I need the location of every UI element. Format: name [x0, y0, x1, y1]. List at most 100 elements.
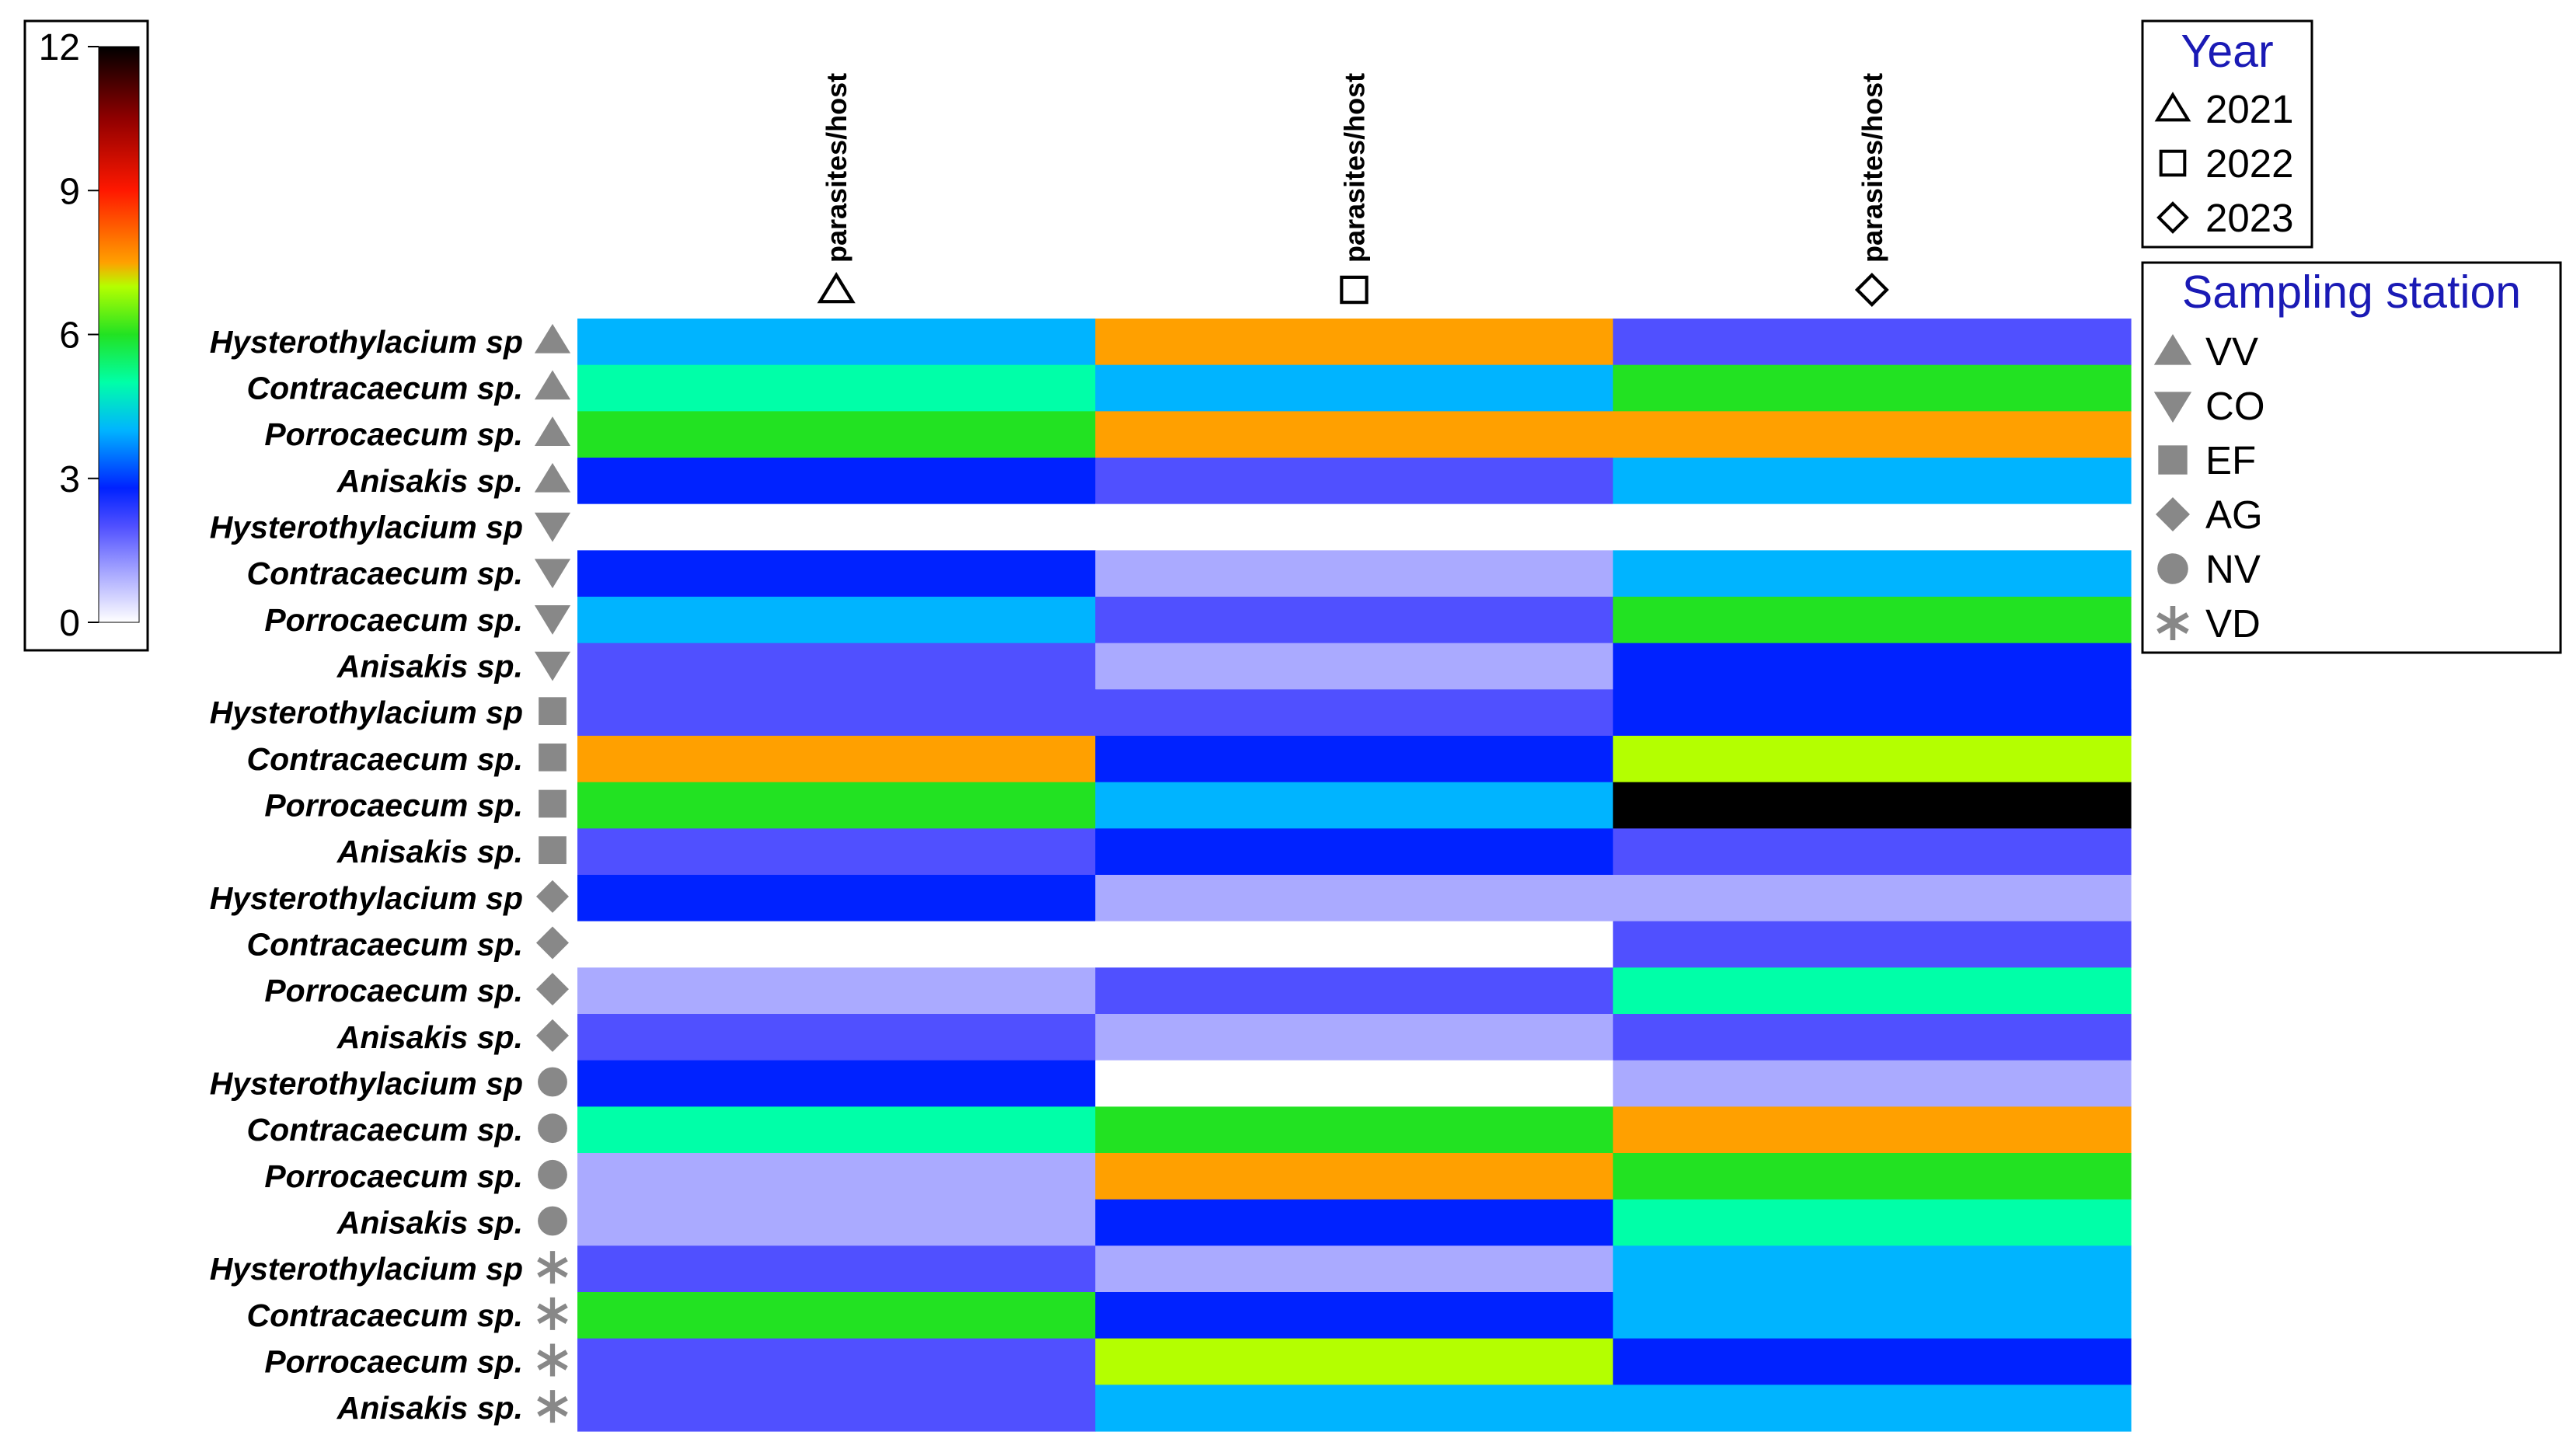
heatmap-cell: [1095, 689, 1614, 737]
row-station-icon: [534, 370, 571, 400]
row-station-icon: [539, 743, 567, 772]
heatmap-cell: [577, 1385, 1096, 1432]
heatmap-cell: [1095, 1199, 1614, 1246]
station-legend-icon: [2156, 606, 2189, 640]
row-label: Anisakis sp.: [336, 834, 523, 869]
row-label: Anisakis sp.: [336, 1390, 523, 1426]
heatmap-cell: [1095, 643, 1614, 690]
colorbar-gradient: [98, 46, 140, 623]
row-station-icon: [534, 462, 571, 493]
row-label: Porrocaecum sp.: [264, 973, 523, 1008]
station-legend-label: VD: [2205, 601, 2261, 646]
heatmap-cell: [1095, 458, 1614, 505]
row-station-icon: [534, 323, 571, 354]
heatmap-cell: [1612, 782, 2132, 829]
heatmap-cell: [1095, 921, 1614, 968]
heatmap-cell: [1095, 550, 1614, 597]
row-label: Hysterothylacium sp: [210, 880, 523, 916]
row-label: Hysterothylacium sp: [210, 1066, 523, 1102]
heatmap-cell: [577, 597, 1096, 644]
row-label: Anisakis sp.: [336, 1205, 523, 1241]
heatmap-cell: [1612, 319, 2132, 366]
row-label: Contracaecum sp.: [247, 927, 523, 963]
heatmap-cell: [1095, 1153, 1614, 1200]
heatmap-cell: [577, 1245, 1096, 1293]
heatmap-cell: [577, 503, 1096, 551]
heatmap-cell: [1612, 411, 2132, 458]
heatmap-cells: [577, 319, 2132, 1432]
heatmap-cell: [1612, 1014, 2132, 1061]
heatmap-cell: [577, 875, 1096, 922]
colorbar-tick-label: 9: [59, 171, 80, 212]
heatmap-cell: [577, 411, 1096, 458]
row-station-icon: [537, 1390, 568, 1423]
heatmap-cell: [577, 1338, 1096, 1385]
heatmap-cell: [1095, 319, 1614, 366]
heatmap-cell: [1095, 828, 1614, 876]
heatmap-cell: [1612, 1385, 2132, 1432]
heatmap-cell: [1612, 828, 2132, 876]
station-legend-icon: [2153, 334, 2192, 365]
heatmap-cell: [1612, 364, 2132, 412]
heatmap-cell: [1095, 736, 1614, 783]
row-station-icon: [538, 1067, 567, 1097]
row-label: Anisakis sp.: [336, 649, 523, 684]
heatmap-cell: [577, 921, 1096, 968]
column-header-label: parasites/host: [1857, 73, 1888, 263]
row-station-icon: [534, 416, 571, 446]
row-station-icon: [536, 973, 569, 1006]
year-legend-label: 2022: [2205, 141, 2293, 186]
heatmap-cell: [1095, 597, 1614, 644]
heatmap-cell: [577, 458, 1096, 505]
heatmap-cell: [1612, 1199, 2132, 1246]
heatmap-cell: [1095, 967, 1614, 1015]
heatmap-cell: [1612, 550, 2132, 597]
station-legend-label: CO: [2205, 384, 2265, 428]
colorbar-tick-label: 12: [39, 27, 80, 68]
column-year-icon: [1340, 275, 1368, 305]
heatmap-cell: [1612, 1338, 2132, 1385]
station-legend-frame: [2141, 261, 2562, 654]
colorbar-tick-label: 6: [59, 315, 80, 357]
heatmap-cell: [577, 828, 1096, 876]
row-label: Contracaecum sp.: [247, 741, 523, 777]
year-legend-icon: [2156, 201, 2189, 234]
heatmap-cell: [1612, 643, 2132, 690]
row-station-icon: [539, 697, 567, 726]
heatmap-cell: [1612, 1245, 2132, 1293]
heatmap-cell: [577, 689, 1096, 737]
row-label: Contracaecum sp.: [247, 556, 523, 591]
heatmap-cell: [1612, 1060, 2132, 1107]
heatmap-cell: [1095, 1014, 1614, 1061]
heatmap-cell: [1612, 967, 2132, 1015]
row-station-icon: [537, 1251, 568, 1284]
heatmap-cell: [577, 550, 1096, 597]
colorbar-tick-label: 0: [59, 603, 80, 644]
row-label: Hysterothylacium sp: [210, 510, 523, 545]
station-legend-icon: [2157, 553, 2188, 584]
year-legend: Year 2021 2022 2023: [2141, 19, 2313, 249]
column-year-icon: [1854, 273, 1889, 307]
heatmap-cell: [1095, 875, 1614, 922]
row-station-icon: [534, 651, 571, 681]
year-legend-frame: [2141, 19, 2313, 249]
heatmap-cell: [577, 967, 1096, 1015]
heatmap-cell: [1612, 1106, 2132, 1154]
row-label: Anisakis sp.: [336, 463, 523, 499]
heatmap-cell: [577, 1153, 1096, 1200]
heatmap-cell: [1095, 1292, 1614, 1339]
station-legend-label: NV: [2205, 547, 2261, 591]
heatmap-cell: [1095, 782, 1614, 829]
year-legend-label: 2023: [2205, 196, 2293, 240]
station-legend-label: EF: [2205, 438, 2256, 482]
heatmap-cell: [577, 1060, 1096, 1107]
heatmap-cell: [577, 1106, 1096, 1154]
year-legend-title: Year: [2181, 26, 2273, 77]
row-station-icon: [539, 836, 567, 865]
row-label: Contracaecum sp.: [247, 371, 523, 406]
heatmap-cell: [1612, 458, 2132, 505]
row-station-icon: [536, 926, 569, 960]
row-station-icon: [537, 1297, 568, 1330]
row-label: Porrocaecum sp.: [264, 1344, 523, 1380]
